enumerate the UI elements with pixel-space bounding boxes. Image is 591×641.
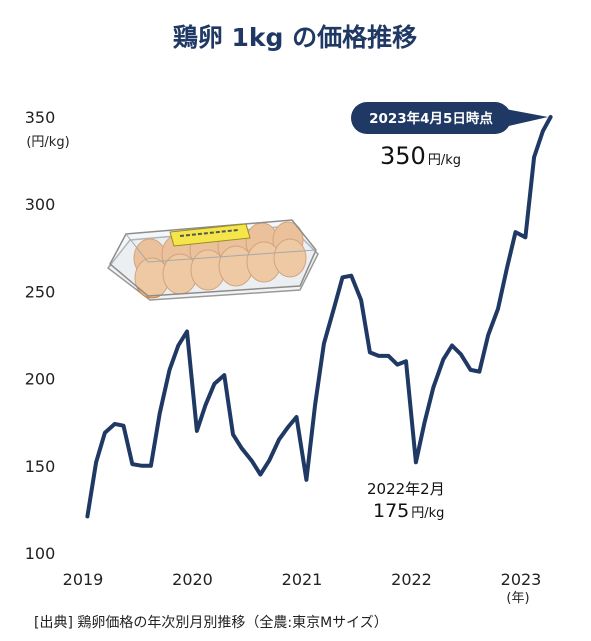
x-tick-label: 2021: [282, 570, 323, 589]
y-tick-label: 250: [25, 282, 56, 301]
callout-bubble: 2023年4月5日時点: [351, 102, 548, 134]
x-axis-ticks: 2019 2020 2021 2022 2023: [63, 570, 542, 589]
y-axis-unit: (円/kg): [26, 135, 69, 150]
callout-value: 350: [380, 142, 426, 170]
callout-date-label: 2023年4月5日時点: [369, 110, 493, 127]
egg-carton-illustration: [106, 219, 319, 301]
low-point-value-label: 175 円/kg: [373, 500, 444, 522]
chart-title: 鶏卵 1kg の価格推移: [173, 23, 417, 52]
callout-value-label: 350 円/kg: [380, 142, 461, 170]
y-tick-label: 200: [25, 370, 56, 389]
x-tick-label: 2022: [391, 570, 432, 589]
y-tick-label: 100: [25, 544, 56, 563]
y-tick-label: 350: [25, 108, 56, 127]
low-point-unit: 円/kg: [411, 506, 444, 521]
x-axis-unit: (年): [506, 591, 529, 606]
low-point-date-label: 2022年2月: [367, 480, 445, 498]
x-tick-label: 2020: [172, 570, 213, 589]
x-tick-label: 2023: [501, 570, 542, 589]
x-tick-label: 2019: [63, 570, 104, 589]
y-axis-ticks: 100 150 200 250 300 350: [25, 108, 56, 563]
callout-unit: 円/kg: [428, 153, 461, 168]
low-point-value: 175: [373, 500, 409, 522]
y-tick-label: 150: [25, 457, 56, 476]
y-tick-label: 300: [25, 195, 56, 214]
price-line: [85, 115, 553, 519]
source-note: [出典] 鶏卵価格の年次別月別推移（全農:東京Mサイズ）: [34, 614, 388, 631]
